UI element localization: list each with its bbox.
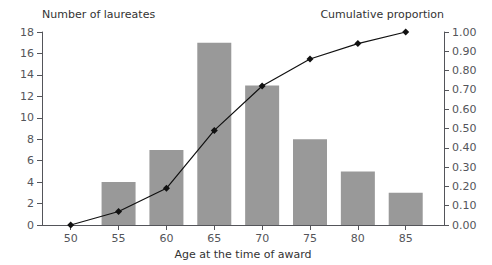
svg-text:75: 75 [303,232,317,245]
svg-text:65: 65 [207,232,221,245]
svg-text:Cumulative proportion: Cumulative proportion [320,8,444,21]
svg-text:8: 8 [27,133,34,146]
svg-text:0.20: 0.20 [452,180,477,193]
svg-text:70: 70 [255,232,269,245]
svg-text:80: 80 [351,232,365,245]
svg-text:0.00: 0.00 [452,219,477,232]
svg-text:10: 10 [20,111,34,124]
svg-text:0.30: 0.30 [452,161,477,174]
svg-text:18: 18 [20,26,34,39]
svg-text:0.50: 0.50 [452,122,477,135]
svg-text:50: 50 [64,232,78,245]
svg-text:0.40: 0.40 [452,141,477,154]
svg-text:85: 85 [399,232,413,245]
svg-text:Age at the time of award: Age at the time of award [174,248,311,261]
svg-text:0.70: 0.70 [452,83,477,96]
svg-text:0.10: 0.10 [452,199,477,212]
svg-text:2: 2 [27,197,34,210]
svg-text:0.60: 0.60 [452,103,477,116]
svg-text:55: 55 [112,232,126,245]
svg-text:16: 16 [20,47,34,60]
svg-text:0.90: 0.90 [452,45,477,58]
svg-text:6: 6 [27,154,34,167]
svg-text:1.00: 1.00 [452,26,477,39]
svg-text:60: 60 [159,232,173,245]
svg-text:0: 0 [27,219,34,232]
svg-text:12: 12 [20,90,34,103]
svg-text:14: 14 [20,68,34,81]
svg-text:0.80: 0.80 [452,64,477,77]
svg-text:4: 4 [27,176,34,189]
svg-text:Number of laureates: Number of laureates [42,8,155,21]
